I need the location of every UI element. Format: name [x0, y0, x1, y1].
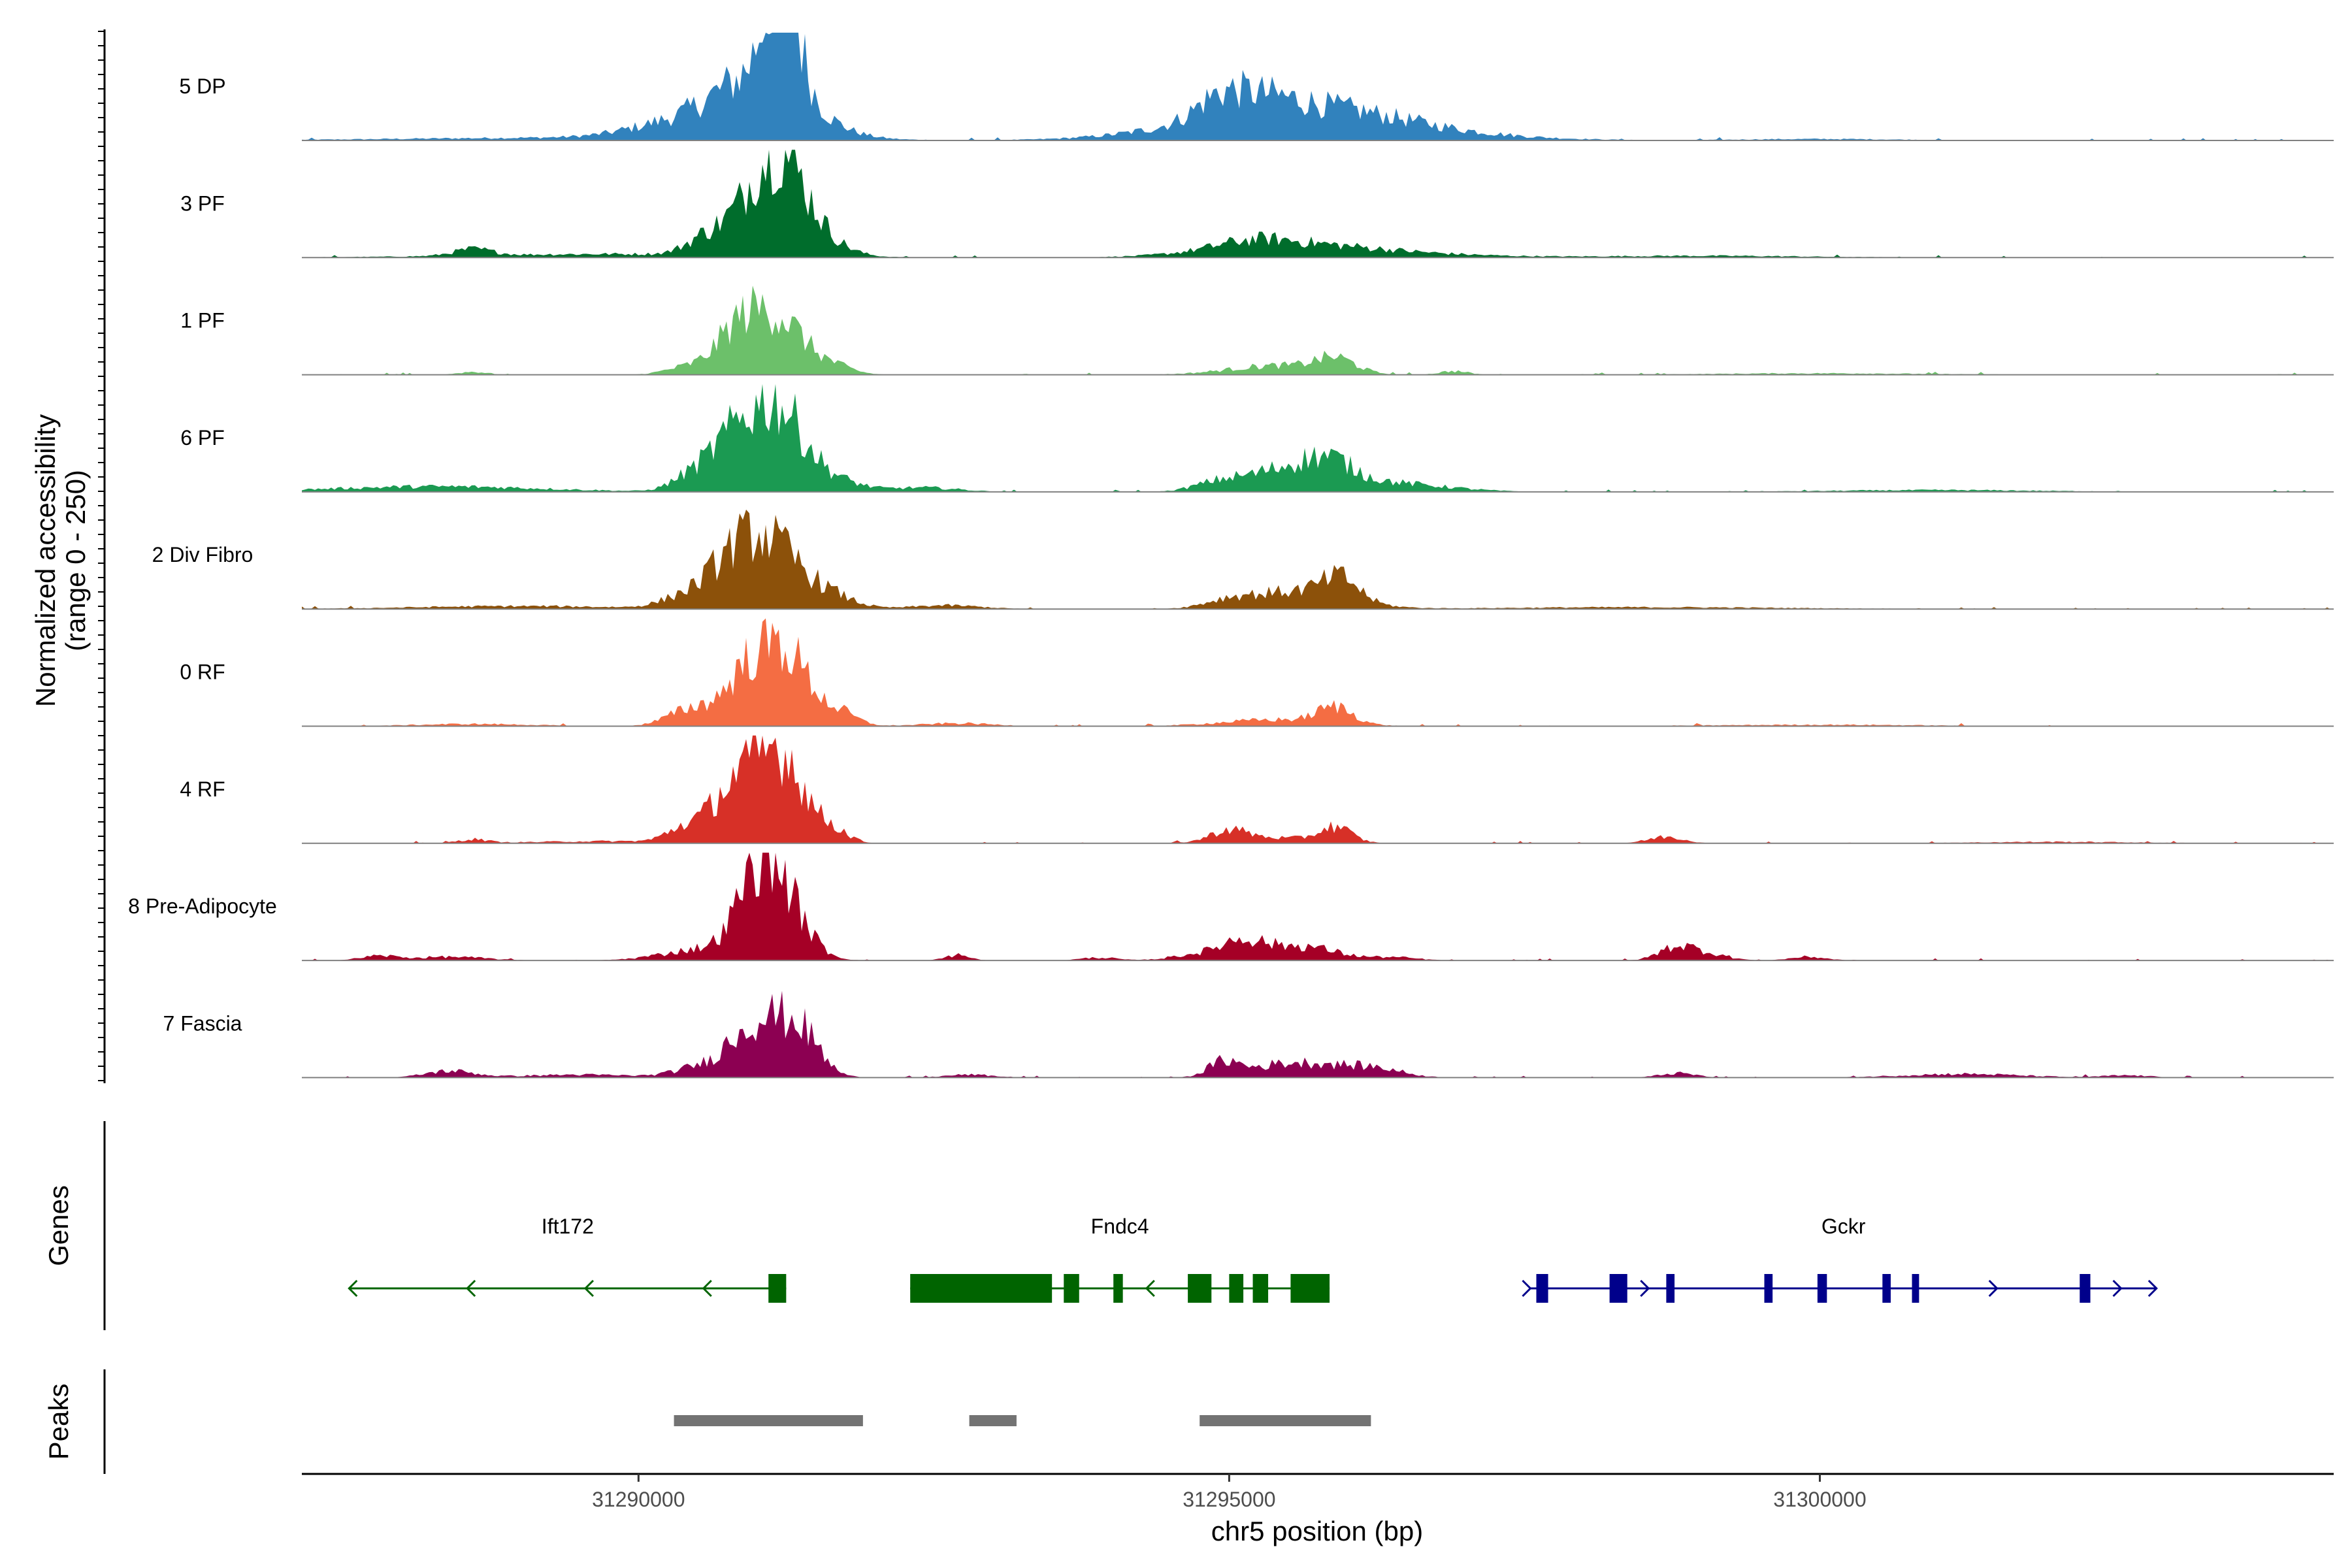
y-axis [98, 29, 106, 1083]
strand-arrow [1640, 1279, 1650, 1298]
track-signal [302, 33, 2334, 140]
track-5: 2 Div Fibro [152, 510, 2334, 610]
track-3: 1 PF [180, 286, 2334, 376]
gene-exon [1536, 1274, 1548, 1303]
track-label: 7 Fascia [163, 1011, 242, 1035]
gene-exon [1764, 1274, 1773, 1303]
x-tick-label: 31290000 [592, 1488, 685, 1511]
track-label: 1 PF [180, 309, 225, 333]
strand-arrow [348, 1279, 358, 1298]
strand-arrow [1145, 1279, 1155, 1298]
peaks-panel [674, 1415, 1371, 1426]
x-tick-label: 31295000 [1183, 1488, 1275, 1511]
peaks-panel-title: Peaks [43, 1384, 74, 1460]
peak-region [674, 1415, 863, 1426]
track-6: 0 RF [180, 618, 2334, 727]
peak-region [1200, 1415, 1371, 1426]
track-signal [302, 735, 2334, 843]
strand-arrow [466, 1279, 476, 1298]
track-signal [302, 853, 2334, 961]
strand-arrow [2112, 1279, 2123, 1298]
track-signal [302, 510, 2334, 610]
genes-panel-title: Genes [43, 1185, 74, 1266]
y-axis-ticks [98, 31, 105, 1081]
gene-exon [1817, 1274, 1827, 1303]
gene-exon [1666, 1274, 1675, 1303]
track-label: 8 Pre-Adipocyte [128, 894, 277, 918]
track-label: 4 RF [180, 777, 225, 801]
track-4: 6 PF [180, 384, 2334, 493]
strand-arrow [2148, 1279, 2158, 1298]
track-signal [302, 150, 2334, 258]
gene-exon [1290, 1274, 1330, 1303]
gene-exon [1882, 1274, 1891, 1303]
gene-exon [1113, 1274, 1123, 1303]
track-label: 6 PF [180, 426, 225, 449]
gene-exon [1188, 1274, 1212, 1303]
gene-exon [1252, 1274, 1269, 1303]
track-signal [302, 990, 2334, 1078]
gene-exon [1609, 1274, 1627, 1303]
track-1: 5 DP [179, 33, 2334, 141]
genes-panel: Ift172 Fndc4 Gckr [348, 1215, 2158, 1303]
gene-gckr: Gckr [1522, 1215, 2158, 1303]
track-8: 8 Pre-Adipocyte [128, 853, 2334, 962]
track-label: 2 Div Fibro [152, 543, 253, 566]
gene-exon [1912, 1274, 1919, 1303]
strand-arrow [583, 1279, 595, 1298]
track-label: 0 RF [180, 661, 225, 684]
gene-fndc4: Fndc4 [910, 1215, 1330, 1303]
track-signal [302, 286, 2334, 375]
track-9: 7 Fascia [163, 990, 2334, 1079]
track-7: 4 RF [180, 735, 2334, 844]
gene-label: Gckr [1821, 1215, 1866, 1238]
gene-exon [1229, 1274, 1244, 1303]
track-2: 3 PF [180, 150, 2334, 259]
y-axis-title-line1: Normalized accessibility [30, 414, 61, 707]
track-signal [302, 384, 2334, 492]
x-axis-title: chr5 position (bp) [1211, 1516, 1424, 1546]
gene-exon [2080, 1274, 2091, 1303]
gene-label: Ift172 [542, 1215, 594, 1238]
gene-label: Fndc4 [1091, 1215, 1149, 1238]
gene-exon [910, 1274, 1053, 1303]
track-signal [302, 618, 2334, 727]
gene-ift172: Ift172 [348, 1215, 787, 1303]
x-tick-label: 31300000 [1773, 1488, 1866, 1511]
x-axis-ticks: 31290000 31295000 31300000 [592, 1474, 1867, 1511]
y-axis-title-line2: (range 0 - 250) [60, 470, 91, 651]
track-label: 3 PF [180, 191, 225, 215]
strand-arrow [702, 1279, 712, 1298]
strand-arrow [1522, 1279, 1532, 1298]
accessibility-tracks: 5 DP 3 PF 1 PF 6 PF 2 Div Fibro 0 RF 4 RF 8 Pre… [128, 33, 2334, 1079]
gene-exon [768, 1274, 787, 1303]
peak-region [969, 1415, 1017, 1426]
track-label: 5 DP [179, 74, 225, 98]
strand-arrow [1988, 1279, 1999, 1298]
gene-exon [1064, 1274, 1079, 1303]
